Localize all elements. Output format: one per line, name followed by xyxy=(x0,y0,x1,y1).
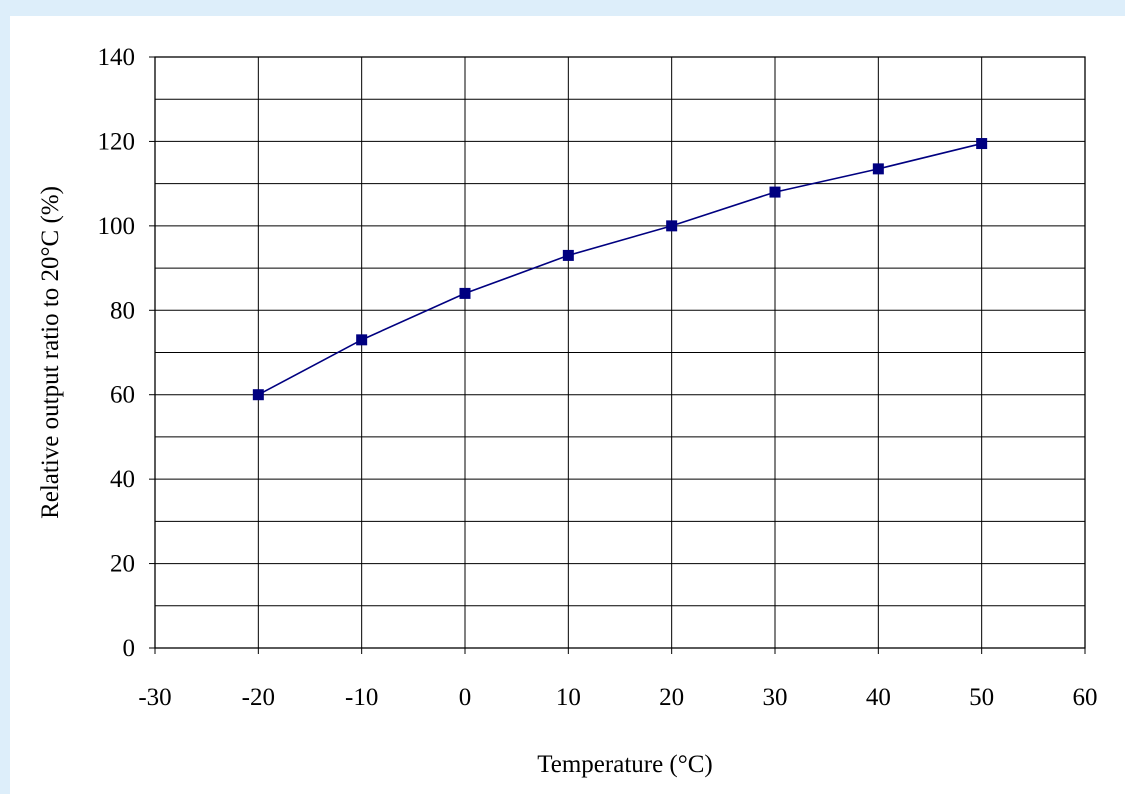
x-tick-label: 40 xyxy=(866,684,891,711)
data-point xyxy=(252,389,264,401)
series-line xyxy=(257,142,982,396)
y-tick-label: 20 xyxy=(110,551,135,578)
x-axis-title: Temperature (°C) xyxy=(537,751,713,778)
axis-ticks: 0 20 40 60 80 100 120 140 -30 -20 -10 0 10 20 30 40 50 60 xyxy=(98,44,1098,711)
y-tick-label: 60 xyxy=(110,382,135,409)
data-point xyxy=(356,334,368,346)
x-tick-label: 20 xyxy=(659,684,684,711)
grid-lines xyxy=(155,57,1085,648)
data-point xyxy=(562,249,574,261)
plot-area xyxy=(154,56,1086,649)
y-tick-label: 120 xyxy=(98,128,136,155)
y-axis-title: Relative output ratio to 20°C (%) xyxy=(37,186,64,519)
x-tick-label: 10 xyxy=(556,684,581,711)
x-tick-label: -10 xyxy=(345,684,378,711)
y-tick-label: 100 xyxy=(98,213,136,240)
chart-frame xyxy=(10,16,1125,794)
data-point xyxy=(459,287,471,299)
x-tick-label: -30 xyxy=(138,684,171,711)
y-tick-label: 0 xyxy=(123,635,136,662)
x-tick-label: 0 xyxy=(459,684,472,711)
x-tick-label: -20 xyxy=(242,684,275,711)
y-tick-label: 80 xyxy=(110,297,135,324)
data-point xyxy=(872,163,884,175)
x-tick-label: 60 xyxy=(1073,684,1098,711)
series-group xyxy=(252,138,988,401)
y-tick-label: 140 xyxy=(98,44,136,71)
data-point xyxy=(769,186,781,198)
data-point xyxy=(976,138,988,150)
data-point xyxy=(666,220,678,232)
y-tick-label: 40 xyxy=(110,466,135,493)
x-tick-label: 50 xyxy=(969,684,994,711)
x-tick-label: 30 xyxy=(763,684,788,711)
